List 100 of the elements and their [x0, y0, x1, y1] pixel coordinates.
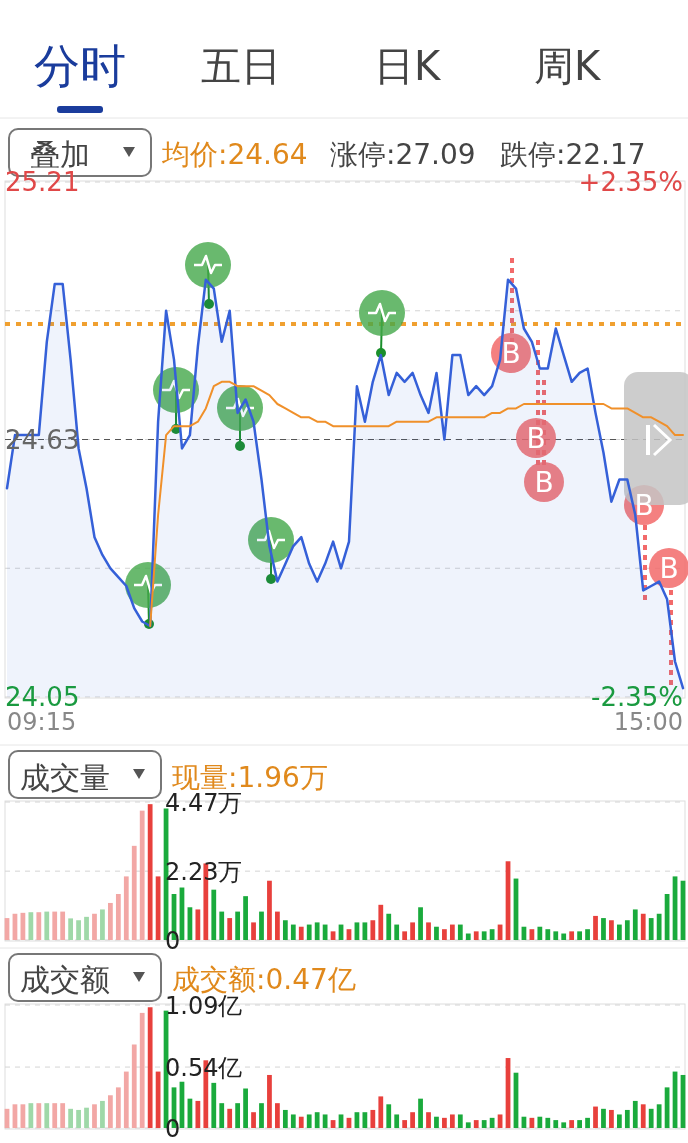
bar [609, 1109, 614, 1128]
bar [92, 1104, 97, 1128]
text: 日K [373, 43, 442, 89]
bar [402, 931, 408, 940]
bar [108, 1095, 113, 1128]
bar [632, 1100, 638, 1128]
y-tick-label: 0 [165, 926, 181, 955]
bar [275, 1103, 280, 1128]
bar [442, 929, 447, 940]
annotation: B [526, 422, 546, 455]
bar [211, 889, 217, 940]
bar [640, 913, 646, 940]
annotation: B [634, 489, 654, 522]
bar [394, 924, 400, 940]
bar [267, 1074, 272, 1128]
bar [585, 929, 590, 940]
bar [115, 1087, 121, 1128]
bar [282, 1109, 288, 1128]
bar [537, 926, 543, 940]
bar [195, 1100, 201, 1128]
bar [640, 1104, 646, 1128]
bar [577, 931, 582, 940]
bar [322, 924, 328, 940]
bar [131, 845, 137, 940]
text: 成交额 [20, 962, 110, 997]
text: 涨停:27.09 [330, 138, 476, 171]
bar [28, 1103, 34, 1128]
bar [100, 1100, 105, 1128]
bar [227, 1108, 233, 1128]
bar [243, 1088, 248, 1128]
bar [434, 926, 439, 940]
bar [624, 1109, 630, 1128]
bar [609, 920, 614, 940]
text: 现量:1.96万 [172, 761, 328, 794]
bar [235, 1103, 241, 1128]
bar [473, 1120, 479, 1128]
bar [585, 1117, 590, 1128]
bar [370, 920, 376, 940]
bar [362, 1112, 368, 1128]
bar [36, 912, 42, 940]
bar [426, 922, 431, 940]
bar [410, 922, 415, 940]
bar [68, 1108, 74, 1128]
bar [76, 1109, 81, 1128]
bar [139, 1012, 145, 1128]
bar [370, 1109, 376, 1128]
bar [282, 920, 288, 940]
bar [561, 1122, 567, 1128]
bar [267, 880, 272, 940]
bar [314, 922, 320, 940]
bar [426, 1112, 431, 1128]
bar [449, 1114, 455, 1128]
bar [322, 1114, 328, 1128]
bar [601, 918, 606, 940]
bar [561, 933, 567, 940]
bar [298, 1116, 304, 1128]
bar [259, 911, 264, 940]
bar [378, 904, 384, 940]
text: 分时 [34, 39, 126, 93]
bar [290, 1114, 296, 1128]
bar [36, 1103, 42, 1128]
bar [624, 920, 630, 940]
bar [545, 929, 551, 940]
bar [100, 909, 105, 940]
bar [211, 1082, 217, 1128]
bar [227, 918, 233, 940]
text: 均价:24.64 [161, 138, 308, 171]
bar [537, 1116, 543, 1128]
bar [481, 1120, 487, 1128]
bar [449, 924, 455, 940]
bar [131, 1044, 137, 1128]
bar [139, 810, 145, 940]
bar [28, 912, 34, 940]
bar [251, 1112, 256, 1128]
bar [52, 1103, 58, 1128]
bar [593, 915, 598, 940]
annotation: B [534, 466, 554, 499]
bar [251, 922, 256, 940]
bar [656, 1104, 662, 1128]
bar [235, 911, 241, 940]
bar [123, 1071, 129, 1128]
bar [60, 911, 66, 940]
bar [362, 922, 368, 940]
bar [553, 931, 559, 940]
bar [410, 1112, 415, 1128]
y-tick-label: 0 [165, 1114, 181, 1143]
bar [481, 931, 487, 940]
bar [378, 1096, 384, 1128]
bar [457, 924, 463, 940]
bar [648, 1108, 654, 1128]
bar [489, 929, 495, 940]
bar [418, 907, 423, 940]
bar [306, 924, 312, 940]
bar [115, 894, 121, 940]
bar [219, 1103, 225, 1128]
bar [593, 1106, 598, 1128]
bar [147, 1007, 153, 1128]
bar [616, 924, 622, 940]
bar [569, 1120, 575, 1128]
annotation: B [659, 552, 679, 585]
